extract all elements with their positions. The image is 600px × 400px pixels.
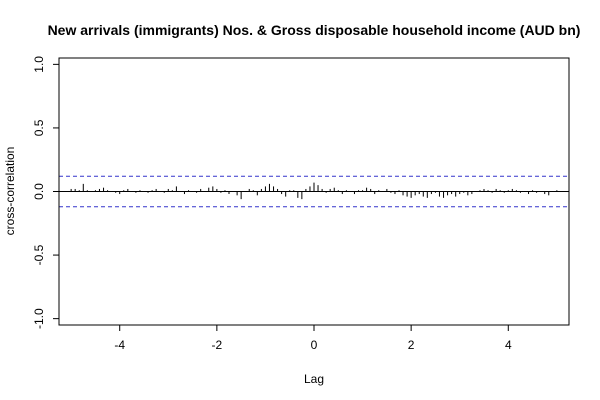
y-tick-label: -0.5 (32, 244, 46, 265)
y-tick-label: 0.0 (32, 183, 46, 200)
x-tick-label: -2 (212, 338, 223, 352)
y-tick-label: 1.0 (32, 56, 46, 73)
chart-title: New arrivals (immigrants) Nos. & Gross d… (48, 22, 581, 38)
confidence-bounds (59, 175, 569, 208)
y-axis-label: cross-correlation (3, 147, 17, 236)
x-axis-label: Lag (304, 372, 324, 386)
x-tick-label: 0 (311, 338, 318, 352)
correlation-bars (70, 182, 558, 200)
y-axis: -1.0 -0.5 0.0 0.5 1.0 (32, 56, 60, 329)
x-tick-label: -4 (114, 338, 125, 352)
x-tick-label: 2 (408, 338, 415, 352)
x-tick-label: 4 (505, 338, 512, 352)
x-axis: -4 -2 0 2 4 (114, 324, 512, 352)
y-tick-label: 0.5 (32, 119, 46, 136)
y-tick-label: -1.0 (32, 308, 46, 329)
